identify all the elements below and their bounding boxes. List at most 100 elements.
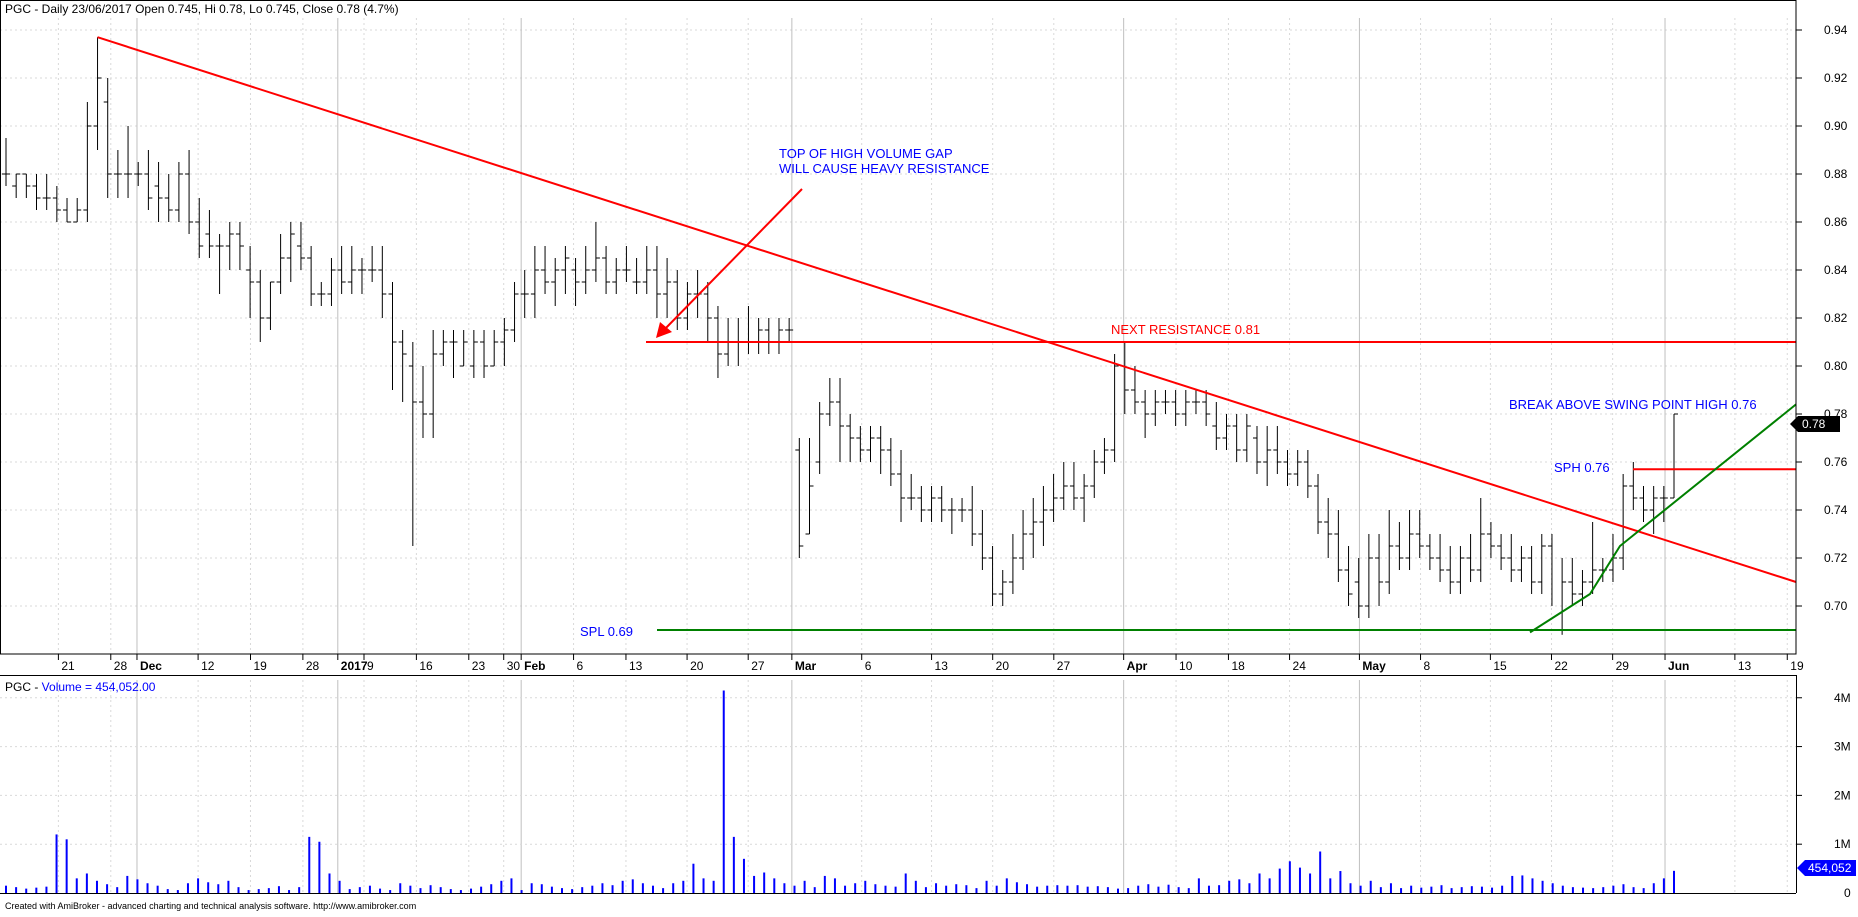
rising-support-line [1529, 403, 1797, 634]
ohlc-bar [459, 330, 468, 367]
ohlc-bar [12, 173, 21, 198]
volume-zero-label: 0 [1844, 886, 1851, 900]
ohlc-bar [1029, 498, 1038, 558]
ohlc-bar [1019, 510, 1028, 570]
ohlc-bar [1415, 510, 1424, 558]
ohlc-bar [73, 198, 82, 223]
ohlc-bar [1375, 534, 1384, 606]
ohlc-bar [1314, 474, 1323, 534]
x-tick-label: 18 [1231, 659, 1245, 673]
x-tick-label: 22 [1555, 659, 1569, 673]
ohlc-bar [1344, 546, 1353, 606]
x-tick-label: 27 [751, 659, 765, 673]
ohlc-bar [154, 162, 163, 222]
ohlc-bar [469, 330, 478, 378]
ohlc-bar [449, 330, 458, 378]
ohlc-bar [1080, 474, 1089, 522]
y-tick-label: 0.86 [1824, 215, 1848, 229]
ohlc-bar [480, 330, 489, 378]
ohlc-bar [195, 198, 204, 258]
ohlc-bar [917, 486, 926, 522]
y-tick-label: 0.92 [1824, 71, 1848, 85]
annotation-gap-line2: WILL CAUSE HEAVY RESISTANCE [779, 161, 990, 176]
ohlc-bar [266, 281, 275, 330]
ohlc-bar [1283, 450, 1292, 486]
ohlc-bar [419, 366, 427, 438]
ohlc-bar [205, 210, 214, 258]
x-tick-label: 20 [690, 659, 704, 673]
ohlc-bar [1100, 438, 1109, 474]
ohlc-bar [510, 282, 519, 342]
volume-title: PGC - Volume = 454,052.00 [5, 680, 156, 694]
last-volume-label: 454,052 [1808, 861, 1852, 875]
ohlc-bar [1069, 462, 1078, 510]
ohlc-bar [429, 330, 438, 438]
price-panel-frame [0, 0, 1797, 655]
ohlc-bar [785, 318, 794, 342]
ohlc-bar [408, 342, 417, 546]
x-tick-label: 6 [865, 659, 872, 673]
ohlc-bar [612, 258, 621, 294]
ohlc-bar [1670, 413, 1678, 499]
ohlc-bars [2, 37, 1678, 635]
ohlc-bar [1059, 462, 1068, 510]
volume-y-tick-label: 1M [1834, 837, 1851, 851]
ohlc-bar [1181, 390, 1190, 426]
ohlc-bar [795, 438, 804, 558]
ohlc-bar [103, 78, 112, 198]
annotation-gap-line1: TOP OF HIGH VOLUME GAP [779, 146, 953, 161]
volume-bars [5, 690, 1675, 893]
ohlc-bar [856, 426, 865, 462]
ohlc-bar [1253, 426, 1261, 474]
x-tick-label: 12 [201, 659, 215, 673]
last-price-marker: 0.78 [1790, 416, 1840, 432]
x-tick-label: Feb [524, 659, 545, 673]
y-tick-label: 0.88 [1824, 167, 1848, 181]
ohlc-bar [1171, 390, 1180, 426]
ohlc-bar [1517, 546, 1526, 582]
y-tick-label: 0.72 [1824, 551, 1848, 565]
ohlc-bar [388, 282, 397, 390]
ohlc-bar [642, 246, 651, 294]
ohlc-bar [602, 246, 611, 294]
ohlc-bar [673, 270, 682, 330]
ohlc-bar [937, 486, 946, 522]
ohlc-bar [1303, 450, 1312, 498]
ohlc-bar [246, 246, 255, 318]
ohlc-bar [622, 246, 631, 282]
volume-y-tick-label: 3M [1834, 740, 1851, 754]
ohlc-bar [1385, 510, 1394, 594]
x-tick-label: 19 [253, 659, 267, 673]
annotation-spl: SPL 0.69 [580, 624, 633, 639]
ohlc-bar [1110, 354, 1119, 462]
ohlc-bar [1527, 546, 1536, 594]
ohlc-bar [32, 174, 41, 210]
x-tick-label: 13 [1738, 659, 1752, 673]
ohlc-bar [22, 173, 31, 198]
ohlc-bar [398, 330, 407, 402]
ohlc-bar [1537, 534, 1546, 594]
y-tick-label: 0.70 [1824, 599, 1848, 613]
ohlc-bar [703, 282, 712, 342]
ohlc-bar [337, 246, 346, 294]
ohlc-bar [663, 258, 672, 318]
ohlc-bar [144, 150, 153, 210]
ohlc-bar [561, 246, 570, 294]
y-tick-label: 0.76 [1824, 455, 1848, 469]
ohlc-bar [235, 222, 244, 270]
ohlc-bar [174, 162, 183, 222]
ohlc-bar [1659, 486, 1668, 522]
ohlc-bar [1222, 414, 1231, 450]
ohlc-bar [1273, 426, 1282, 474]
annotation-next-resistance: NEXT RESISTANCE 0.81 [1111, 322, 1260, 337]
ohlc-bar [225, 222, 234, 270]
ohlc-bar [1486, 522, 1495, 558]
ohlc-bar [876, 426, 885, 474]
ohlc-bar [368, 246, 377, 282]
ohlc-bar [1263, 426, 1272, 486]
ohlc-bar [276, 234, 285, 294]
ohlc-bar [63, 198, 72, 223]
x-tick-label: 6 [577, 659, 584, 673]
ohlc-bar [1008, 534, 1017, 594]
